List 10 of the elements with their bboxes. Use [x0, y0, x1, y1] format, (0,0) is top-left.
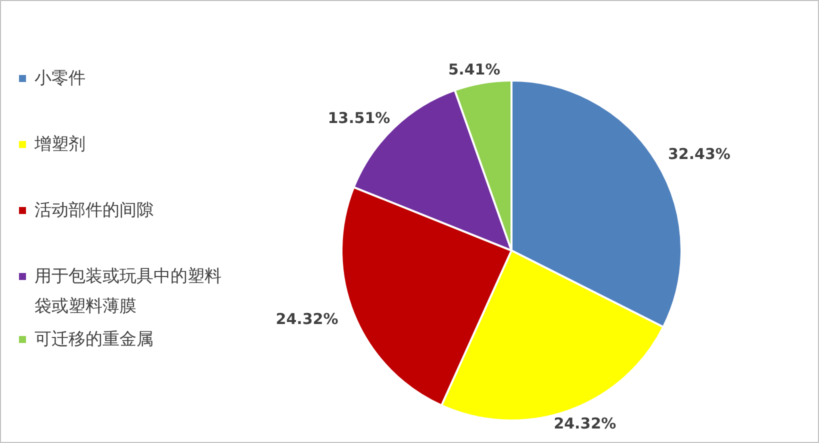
data-label: 13.51%: [328, 108, 390, 127]
legend-label: 小零件: [34, 68, 86, 88]
legend-label: 用于包装或玩具中的塑料袋或塑料薄膜: [34, 266, 222, 316]
data-label: 24.32%: [554, 414, 616, 433]
legend-label: 增塑剂: [34, 134, 86, 154]
data-label: 24.32%: [276, 310, 338, 328]
legend-label: 可迁移的重金属: [34, 330, 154, 350]
legend-label: 活动部件的间隙: [34, 200, 154, 220]
data-label: 32.43%: [668, 145, 730, 164]
data-label: 5.41%: [448, 60, 500, 79]
